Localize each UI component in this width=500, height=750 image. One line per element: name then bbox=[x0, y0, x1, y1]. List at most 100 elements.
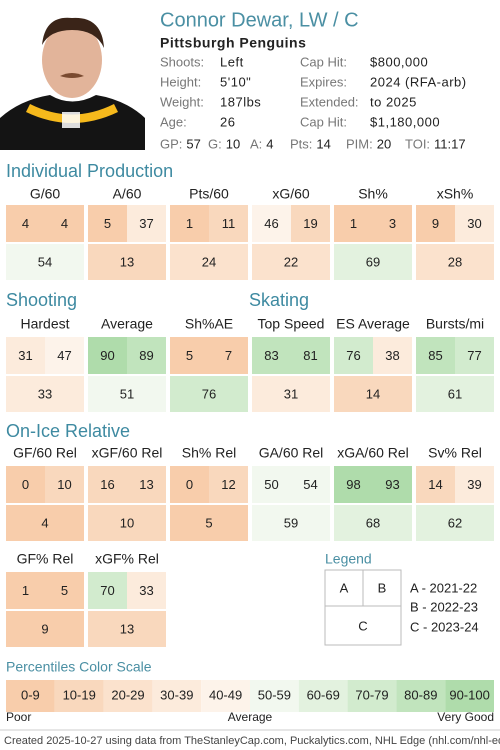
percentile-value: 46 bbox=[264, 216, 278, 231]
percentile-value: 0 bbox=[22, 477, 29, 492]
metric-label: xSh% bbox=[437, 186, 474, 202]
percentile-cell bbox=[6, 466, 45, 503]
percentile-value: 37 bbox=[139, 216, 153, 231]
scale-swatch bbox=[396, 680, 446, 712]
metric-label: Sh% bbox=[358, 186, 388, 202]
metric-label: Hardest bbox=[20, 316, 69, 332]
percentile-cell bbox=[291, 466, 330, 503]
percentile-value: 4 bbox=[61, 216, 68, 231]
percentile-value: 85 bbox=[428, 348, 442, 363]
percentile-cell bbox=[455, 337, 494, 374]
percentile-cell bbox=[334, 244, 412, 280]
stat-label: GP: bbox=[160, 136, 182, 151]
percentile-cell bbox=[6, 611, 84, 647]
percentile-value: 50 bbox=[264, 477, 278, 492]
percentile-value: 13 bbox=[120, 621, 134, 636]
percentile-cell bbox=[170, 205, 209, 242]
percentile-value: 3 bbox=[389, 216, 396, 231]
percentile-cell bbox=[209, 337, 248, 374]
player-name: Connor Dewar, LW / C bbox=[160, 9, 359, 31]
scale-label: 80-89 bbox=[404, 687, 437, 702]
percentile-value: 28 bbox=[448, 254, 462, 269]
percentile-value: 61 bbox=[448, 386, 462, 401]
percentile-value: 7 bbox=[225, 348, 232, 363]
section-title: Skating bbox=[249, 290, 309, 310]
scale-label: 50-59 bbox=[258, 687, 291, 702]
percentile-cell bbox=[170, 466, 209, 503]
scale-mid: Average bbox=[228, 710, 273, 724]
percentile-cell bbox=[455, 466, 494, 503]
metric-label: GF% Rel bbox=[17, 551, 74, 567]
percentile-value: 33 bbox=[139, 583, 153, 598]
metric-label: xG/60 bbox=[272, 186, 310, 202]
percentile-value: 31 bbox=[18, 348, 32, 363]
percentile-cell bbox=[170, 244, 248, 280]
scale-swatch bbox=[103, 680, 153, 712]
section-title: On-Ice Relative bbox=[6, 421, 130, 441]
percentile-value: 10 bbox=[57, 477, 71, 492]
scale-swatch bbox=[152, 680, 202, 712]
detail-value: 26 bbox=[220, 114, 235, 129]
detail-value: Left bbox=[220, 54, 244, 69]
percentile-cell bbox=[416, 244, 494, 280]
legend-key: C bbox=[358, 618, 367, 633]
percentile-value: 1 bbox=[22, 583, 29, 598]
percentile-value: 62 bbox=[448, 515, 462, 530]
scale-label: 30-39 bbox=[160, 687, 193, 702]
detail-value: 5'10" bbox=[220, 74, 251, 89]
percentile-cell bbox=[88, 244, 166, 280]
scale-low: Poor bbox=[6, 710, 31, 724]
detail-label: Cap Hit: bbox=[300, 54, 347, 69]
percentile-value: 47 bbox=[57, 348, 71, 363]
percentile-value: 5 bbox=[61, 583, 68, 598]
percentile-value: 24 bbox=[202, 254, 216, 269]
detail-label: Cap Hit: bbox=[300, 114, 347, 129]
percentile-value: 31 bbox=[284, 386, 298, 401]
percentile-value: 13 bbox=[139, 477, 153, 492]
percentile-cell bbox=[416, 376, 494, 412]
percentile-cell bbox=[88, 505, 166, 541]
detail-label: Age: bbox=[160, 114, 187, 129]
detail-label: Extended: bbox=[300, 94, 359, 109]
percentile-cell bbox=[416, 205, 455, 242]
percentile-value: 33 bbox=[38, 386, 52, 401]
detail-value: to 2025 bbox=[370, 94, 417, 109]
metric-label: GA/60 Rel bbox=[259, 445, 324, 461]
percentile-value: 77 bbox=[467, 348, 481, 363]
percentile-cell bbox=[373, 205, 412, 242]
metric-label: xGF/60 Rel bbox=[92, 445, 163, 461]
percentile-cell bbox=[88, 572, 127, 609]
scale-swatch bbox=[298, 680, 348, 712]
percentile-value: 9 bbox=[432, 216, 439, 231]
percentile-cell bbox=[209, 205, 248, 242]
percentile-value: 51 bbox=[120, 386, 134, 401]
percentile-value: 4 bbox=[41, 515, 48, 530]
percentile-value: 90 bbox=[100, 348, 114, 363]
detail-value: 187lbs bbox=[220, 94, 261, 109]
scale-title: Percentiles Color Scale bbox=[6, 659, 152, 675]
player-photo bbox=[0, 0, 155, 150]
scale-swatch bbox=[445, 680, 494, 712]
detail-label: Expires: bbox=[300, 74, 347, 89]
stat-value: 10 bbox=[226, 136, 240, 151]
percentile-cell bbox=[45, 466, 84, 503]
percentile-value: 5 bbox=[104, 216, 111, 231]
percentile-value: 70 bbox=[100, 583, 114, 598]
percentile-value: 54 bbox=[303, 477, 317, 492]
percentile-cell bbox=[88, 611, 166, 647]
percentile-cell bbox=[252, 466, 291, 503]
percentile-cell bbox=[45, 572, 84, 609]
percentile-cell bbox=[88, 205, 127, 242]
percentile-value: 5 bbox=[186, 348, 193, 363]
scale-swatch bbox=[250, 680, 299, 712]
percentile-cell bbox=[127, 466, 166, 503]
percentile-cell bbox=[127, 572, 166, 609]
metric-label: Average bbox=[101, 316, 153, 332]
percentile-cell bbox=[334, 505, 412, 541]
percentile-value: 1 bbox=[350, 216, 357, 231]
percentile-value: 93 bbox=[385, 477, 399, 492]
detail-value: $800,000 bbox=[370, 54, 428, 69]
percentile-value: 16 bbox=[100, 477, 114, 492]
stat-value: 11:17 bbox=[434, 136, 466, 151]
section-title: Individual Production bbox=[6, 161, 173, 181]
